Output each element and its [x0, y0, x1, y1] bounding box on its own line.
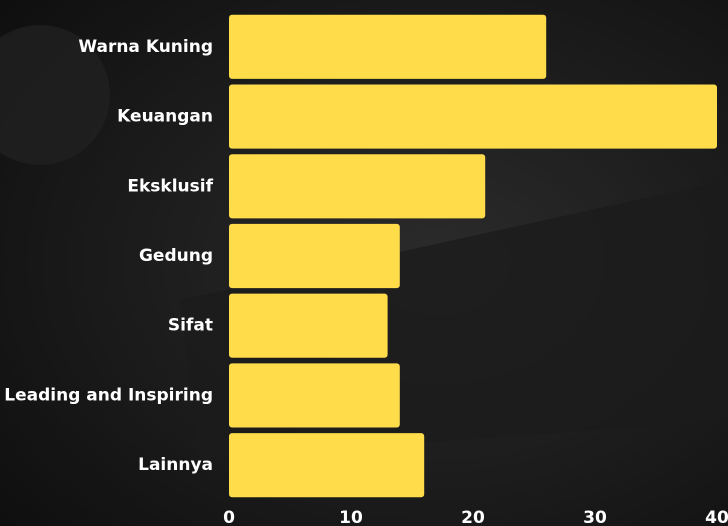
- bar: [229, 154, 485, 218]
- x-tick-label: 10: [339, 508, 363, 526]
- y-tick-label: Gedung: [139, 246, 213, 266]
- y-tick-label: Keuangan: [117, 107, 213, 127]
- y-tick-label: Eksklusif: [127, 176, 213, 196]
- page: {"chart_data": {"type": "bar", "orientat…: [0, 0, 728, 526]
- x-tick-label: 40: [705, 508, 728, 526]
- x-tick-label: 20: [461, 508, 485, 526]
- y-tick-label: Leading and Inspiring: [4, 385, 213, 405]
- y-tick-label: Sifat: [168, 316, 213, 336]
- bar: [229, 15, 546, 79]
- x-tick-label: 30: [583, 508, 607, 526]
- y-tick-label: Lainnya: [138, 455, 213, 475]
- bar: [229, 363, 400, 427]
- bar: [229, 224, 400, 288]
- y-tick-label: Warna Kuning: [78, 37, 213, 57]
- bar: [229, 433, 424, 497]
- x-tick-label: 0: [223, 508, 235, 526]
- chart: 0 10 20 30 40 Warna Kuning Keuangan Eksklusif Ge…: [0, 0, 728, 526]
- bar: [229, 85, 717, 149]
- bar: [229, 294, 388, 358]
